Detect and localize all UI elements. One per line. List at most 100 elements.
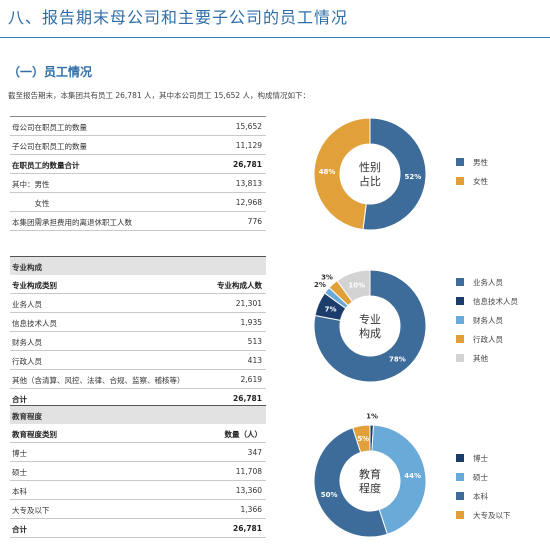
data-label: 78% <box>389 356 406 364</box>
legend-swatch <box>456 177 464 185</box>
row-value: 1,366 <box>240 505 262 514</box>
legend-swatch <box>456 335 464 343</box>
row-label: 母公司在职员工的数量 <box>12 123 87 132</box>
table-row: 母公司在职员工的数量 15,652 <box>10 116 266 136</box>
legend-swatch <box>456 316 464 324</box>
page-title: 八、报告期末母公司和主要子公司的员工情况 <box>8 8 349 27</box>
table-row: 业务人员 21,301 <box>10 294 266 313</box>
row-label: 信息技术人员 <box>12 319 57 328</box>
legend-swatch <box>456 454 464 462</box>
data-label: 1% <box>366 413 378 421</box>
table-row: 女性 12,968 <box>10 193 266 212</box>
data-label: 5% <box>357 435 369 443</box>
table-row: 博士 347 <box>10 443 266 462</box>
table-header-row: 专业构成类别 专业构成人数 <box>10 275 266 294</box>
profession-donut-chart: 78% 7% 2%3% 10% 专业构成 <box>313 269 427 383</box>
slice-其他 <box>336 269 371 303</box>
table-row: 本科 13,360 <box>10 481 266 500</box>
slice-大专及以下 <box>352 424 371 454</box>
table-row-total: 在职员工的数量合计 26,781 <box>10 155 266 174</box>
chart-center-title: 程度 <box>359 481 381 495</box>
row-label: 其他（含清算、风控、法律、合规、监察、稽核等） <box>12 376 185 385</box>
table-row: 信息技术人员 1,935 <box>10 313 266 332</box>
section-label: 专业构成 <box>12 263 42 272</box>
row-value: 21,301 <box>235 299 262 308</box>
slice-女性 <box>313 117 371 231</box>
legend-label: 信息技术人员 <box>473 297 518 306</box>
legend-swatch <box>456 158 464 166</box>
legend-label: 业务人员 <box>473 278 503 287</box>
row-value: 11,129 <box>235 141 262 150</box>
row-label: 在职员工的数量合计 <box>12 161 80 170</box>
table-row-total: 合计 26,781 <box>10 519 266 538</box>
row-label: 合计 <box>12 525 27 534</box>
row-label: 本科 <box>12 487 27 496</box>
data-label: 3% <box>321 274 333 282</box>
legend-label: 其他 <box>473 354 488 363</box>
slice-男性 <box>362 117 427 231</box>
legend-swatch <box>456 492 464 500</box>
title-divider <box>0 37 550 38</box>
row-label: 大专及以下 <box>12 506 50 515</box>
summary-table: 母公司在职员工的数量 15,652 子公司在职员工的数量 11,129 在职员工… <box>10 116 266 231</box>
row-label: 本集团需承担费用的离退休职工人数 <box>12 218 132 227</box>
row-value: 2,619 <box>240 375 262 384</box>
row-value: 513 <box>247 337 262 346</box>
legend-swatch <box>456 511 464 519</box>
table-row: 其他（含清算、风控、法律、合规、监察、稽核等） 2,619 <box>10 370 266 389</box>
table-header-row: 教育程度类别 数量（人） <box>10 424 266 443</box>
data-label: 44% <box>404 472 421 480</box>
column-header: 专业构成类别 <box>12 281 57 290</box>
data-label: 7% <box>325 305 337 313</box>
data-label: 10% <box>348 282 365 290</box>
row-value: 26,781 <box>233 524 262 533</box>
table-row: 大专及以下 1,366 <box>10 500 266 519</box>
chart-center-title: 占比 <box>359 174 381 188</box>
professional-table: 专业构成 专业构成类别 专业构成人数 业务人员 21,301 信息技术人员 1,… <box>10 256 266 408</box>
table-row: 行政人员 413 <box>10 351 266 370</box>
data-label: 2% <box>314 281 326 289</box>
row-label: 行政人员 <box>12 357 42 366</box>
section-label: 教育程度 <box>12 412 42 421</box>
legend-label: 大专及以下 <box>473 511 511 520</box>
slice-硕士 <box>371 424 427 535</box>
legend-swatch <box>456 278 464 286</box>
section-subtitle: （一）员工情况 <box>8 65 93 79</box>
row-value: 11,708 <box>235 467 262 476</box>
row-value: 12,968 <box>235 198 262 207</box>
row-value: 26,781 <box>233 394 262 403</box>
row-label: 财务人员 <box>12 338 42 347</box>
row-label: 合计 <box>12 395 27 404</box>
table-row: 子公司在职员工的数量 11,129 <box>10 136 266 155</box>
column-header: 教育程度类别 <box>12 430 57 439</box>
row-value: 347 <box>247 448 262 457</box>
chart-center-title: 性别 <box>359 160 381 174</box>
row-label: 其中：男性 <box>12 180 50 189</box>
table-row: 硕士 11,708 <box>10 462 266 481</box>
chart-center-title: 教育 <box>359 467 381 481</box>
column-header: 数量（人） <box>224 430 263 439</box>
legend-label: 男性 <box>473 158 488 167</box>
data-label: 52% <box>405 173 422 181</box>
table-row: 财务人员 513 <box>10 332 266 351</box>
row-label: 硕士 <box>12 468 27 477</box>
legend-label: 本科 <box>473 492 488 501</box>
row-label: 女性 <box>12 199 50 208</box>
legend-swatch <box>456 473 464 481</box>
row-value: 13,360 <box>235 486 262 495</box>
chart-center-title: 构成 <box>359 326 381 340</box>
education-donut-chart: 1% 44% 50% 5% 教育程度 <box>313 413 427 538</box>
row-value: 26,781 <box>233 160 262 169</box>
legend-label: 硕士 <box>473 473 488 482</box>
row-value: 1,935 <box>240 318 262 327</box>
row-value: 13,813 <box>235 179 262 188</box>
row-label: 博士 <box>12 449 27 458</box>
legend-label: 女性 <box>473 177 488 186</box>
row-label: 子公司在职员工的数量 <box>12 142 87 151</box>
intro-text: 截至报告期末，本集团共有员工 26,781 人，其中本公司员工 15,652 人… <box>8 91 311 100</box>
legend-label: 博士 <box>473 454 488 463</box>
slice-本科 <box>313 427 388 538</box>
row-value: 776 <box>247 217 262 226</box>
section-header: 教育程度 <box>10 405 266 424</box>
